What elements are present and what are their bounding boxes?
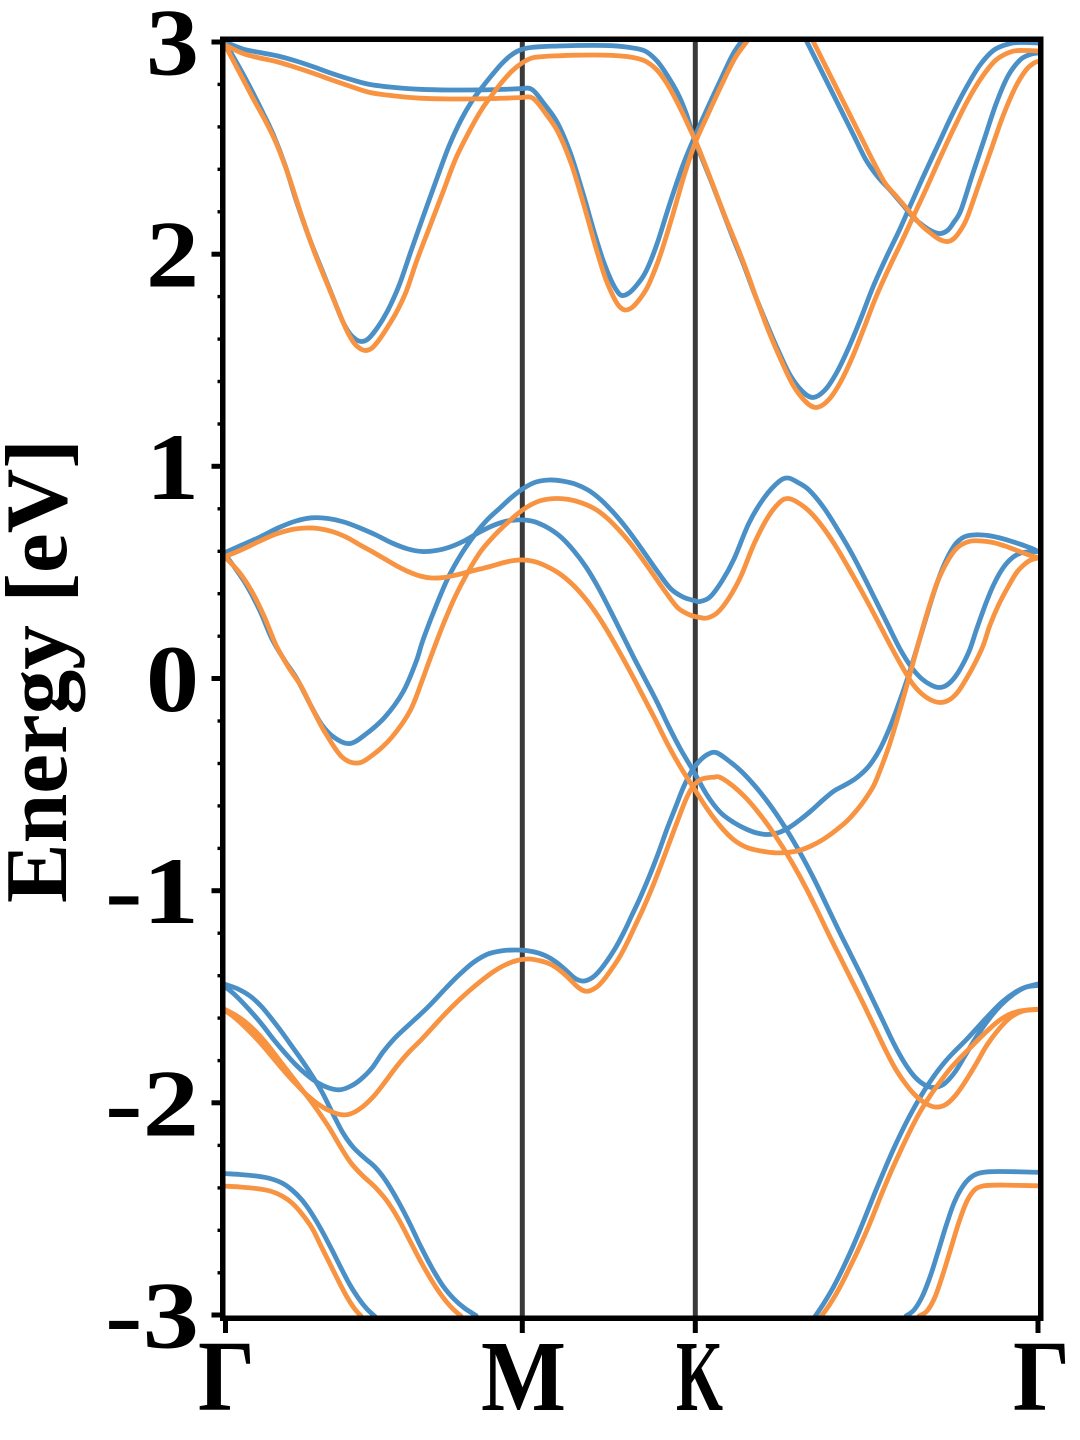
svg-text:Γ: Γ: [198, 1320, 255, 1432]
svg-text:2: 2: [146, 202, 199, 308]
svg-text:-3: -3: [105, 1263, 199, 1369]
svg-text:0: 0: [146, 626, 199, 732]
svg-text:M: M: [481, 1320, 566, 1432]
svg-text:1: 1: [146, 414, 199, 520]
svg-text:-1: -1: [105, 838, 199, 944]
svg-text:3: 3: [146, 0, 199, 96]
svg-text:Energy [eV]: Energy [eV]: [0, 439, 86, 903]
svg-text:-2: -2: [105, 1050, 199, 1156]
svg-text:Γ: Γ: [1013, 1320, 1070, 1432]
svg-text:K: K: [676, 1320, 723, 1432]
